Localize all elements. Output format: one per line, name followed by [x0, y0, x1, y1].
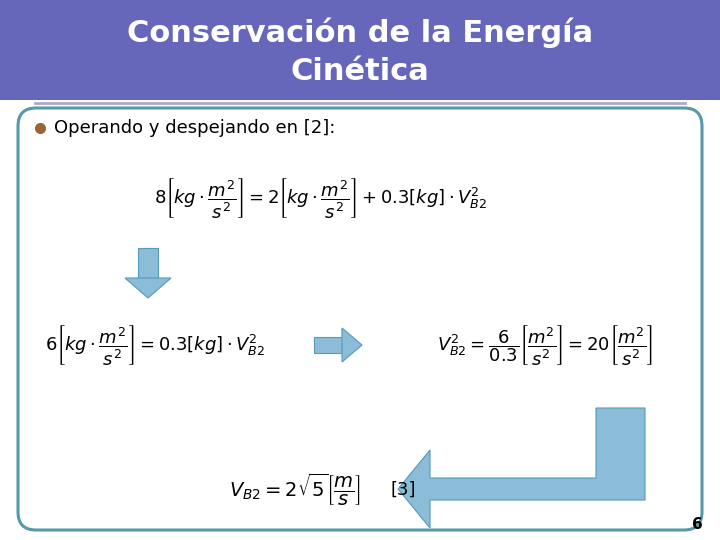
Polygon shape: [342, 328, 362, 362]
Bar: [0, 0, 720, 100]
Text: $V_{B2}=2\sqrt{5}\left[\dfrac{m}{s}\right]$: $V_{B2}=2\sqrt{5}\left[\dfrac{m}{s}\righ…: [229, 472, 361, 508]
Text: [3]: [3]: [390, 481, 415, 499]
Text: Conservación de la Energía: Conservación de la Energía: [127, 18, 593, 48]
Text: Operando y despejando en [2]:: Operando y despejando en [2]:: [54, 119, 336, 137]
Polygon shape: [125, 278, 171, 298]
Text: Cinética: Cinética: [291, 57, 429, 86]
Polygon shape: [398, 408, 645, 528]
Text: 6: 6: [692, 517, 703, 532]
Bar: [138, 248, 158, 278]
Text: $V_{B2}^2=\dfrac{6}{0.3}\left[\dfrac{m^2}{s^2}\right]=20\left[\dfrac{m^2}{s^2}\r: $V_{B2}^2=\dfrac{6}{0.3}\left[\dfrac{m^2…: [437, 323, 653, 367]
Text: $8\left[kg\cdot\dfrac{m^2}{s^2}\right]=2\left[kg\cdot\dfrac{m^2}{s^2}\right]+0.3: $8\left[kg\cdot\dfrac{m^2}{s^2}\right]=2…: [153, 176, 487, 220]
Bar: [314, 337, 342, 353]
Text: $6\left[kg\cdot\dfrac{m^2}{s^2}\right]=0.3\left[kg\right]\cdot V_{B2}^2$: $6\left[kg\cdot\dfrac{m^2}{s^2}\right]=0…: [45, 323, 265, 367]
